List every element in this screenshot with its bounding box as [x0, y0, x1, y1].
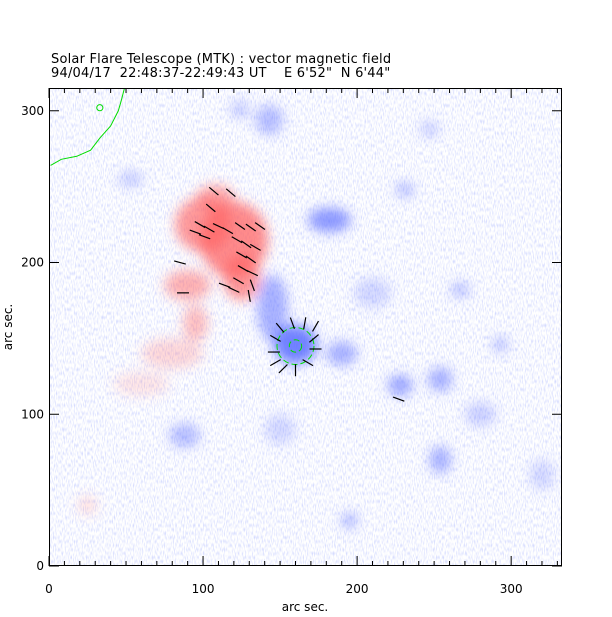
chart-title: Solar Flare Telescope (MTK) : vector mag…: [51, 52, 392, 67]
negative-polarity-region: [273, 324, 318, 365]
field-vector: [240, 240, 252, 249]
negative-polarity-region: [464, 402, 496, 427]
limb-contour: [50, 88, 125, 166]
positive-polarity-region: [196, 185, 234, 210]
negative-polarity-region: [230, 100, 250, 119]
field-vector: [212, 223, 225, 230]
plot-frame: [49, 88, 562, 566]
field-vector: [302, 359, 314, 367]
y-tick-label: 300: [21, 104, 44, 118]
field-vector: [237, 265, 249, 273]
x-tick-label: 0: [45, 582, 53, 596]
positive-polarity-region: [183, 304, 208, 342]
field-vector: [208, 186, 219, 196]
x-tick-label: 300: [500, 582, 523, 596]
field-vector: [218, 282, 231, 288]
field-vector: [205, 203, 216, 213]
positive-polarity-region: [113, 371, 170, 397]
field-vector: [269, 334, 281, 342]
negative-polarity-region: [451, 282, 470, 298]
positive-polarity-region: [175, 197, 231, 252]
field-vector: [392, 396, 405, 402]
y-tick-label: 200: [21, 256, 44, 270]
field-vector: [198, 234, 211, 240]
field-vector: [249, 243, 261, 251]
negative-polarity-region: [326, 341, 358, 366]
field-vector: [269, 359, 281, 367]
negative-polarity-region: [341, 512, 358, 529]
negative-polarity-region: [307, 207, 351, 233]
field-vector: [189, 229, 202, 235]
y-tick-label: 100: [21, 407, 44, 421]
x-tick-label: 100: [192, 582, 215, 596]
field-vector: [289, 317, 296, 330]
field-vector: [194, 221, 206, 229]
chart-subtitle: 94/04/17 22:48:37-22:49:43 UT E 6'52" N …: [51, 66, 391, 81]
negative-polarity-region: [256, 274, 288, 342]
negative-polarity-region: [255, 104, 284, 136]
field-vector: [303, 317, 307, 330]
field-vector: [308, 334, 319, 343]
x-tick-label: 200: [346, 582, 369, 596]
field-vector: [246, 270, 259, 277]
field-vector: [231, 236, 243, 244]
negative-polarity-region: [492, 336, 509, 353]
negative-polarity-region: [420, 121, 439, 137]
field-vector: [203, 225, 215, 233]
small-contour: [96, 104, 104, 112]
negative-polarity-region: [387, 374, 413, 397]
field-vector: [245, 255, 257, 264]
positive-polarity-region: [78, 496, 97, 515]
x-axis-label: arc sec.: [282, 600, 328, 614]
negative-polarity-region: [118, 171, 143, 187]
field-vector: [236, 251, 248, 259]
field-vector: [245, 223, 257, 232]
field-vector: [222, 227, 234, 235]
negative-polarity-region: [354, 277, 391, 309]
field-vector: [173, 260, 186, 265]
field-vector: [278, 364, 288, 374]
field-vector: [247, 289, 251, 302]
field-vector: [225, 188, 236, 198]
field-vector: [232, 277, 244, 285]
field-vector: [249, 279, 255, 292]
negative-polarity-region: [429, 446, 452, 474]
negative-polarity-region: [395, 182, 415, 198]
field-vector: [311, 320, 320, 332]
negative-polarity-region: [427, 367, 453, 392]
sunspot-contour: [288, 339, 303, 353]
field-vector: [228, 286, 240, 293]
negative-polarity-region: [169, 423, 200, 448]
y-tick-label: 0: [36, 559, 44, 573]
positive-polarity-region: [141, 338, 204, 369]
positive-polarity-region: [164, 270, 211, 301]
negative-polarity-region: [264, 414, 296, 445]
negative-polarity-region: [529, 459, 555, 491]
field-vector: [234, 222, 246, 231]
field-vector: [254, 222, 266, 231]
field-vector: [275, 322, 285, 333]
y-axis-label: arc sec.: [1, 304, 15, 350]
